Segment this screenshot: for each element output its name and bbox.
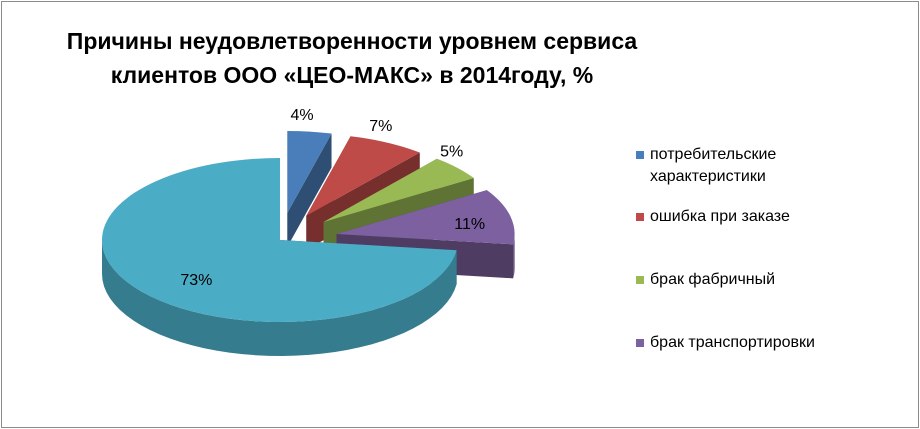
legend-swatch-2: [636, 276, 644, 284]
slice-label-4: 73%: [180, 272, 212, 289]
slice-label-2: 5%: [440, 144, 463, 161]
slice-label-0: 4%: [290, 107, 313, 124]
legend-label-0-0: потребительские: [650, 146, 777, 163]
legend-swatch-1: [636, 213, 644, 221]
legend-label-2-0: брак фабричный: [650, 271, 776, 288]
pie-slice-1: [306, 136, 420, 216]
slice-label-1: 7%: [369, 118, 392, 135]
chart-title-line-1: Причины неудовлетворенности уровнем серв…: [66, 28, 638, 54]
legend-item-1: ошибка при заказе: [636, 206, 916, 228]
legend-item-0: потребительские характеристики: [636, 144, 916, 188]
legend-swatch-0: [636, 151, 644, 159]
legend-item-3: брак транспортировки: [636, 332, 916, 354]
legend-label-1-0: ошибка при заказе: [650, 208, 790, 225]
pie-slice-4: [102, 158, 457, 322]
slice-wall-0: [287, 133, 332, 247]
pie-slice-2: [323, 158, 474, 222]
legend-label-3-0: брак транспортировки: [650, 334, 815, 351]
pie-slice-0: [287, 130, 332, 213]
pie-slice-3: [336, 190, 515, 245]
chart-title: Причины неудовлетворенности уровнем серв…: [42, 24, 662, 92]
chart-title-line-2: клиентов ООО «ЦЕО-МАКС» в 2014году, %: [110, 62, 594, 88]
legend-item-2: брак фабричный: [636, 269, 916, 291]
legend-label-0-1: характеристики: [650, 168, 766, 185]
slice-label-3: 11%: [454, 216, 485, 233]
legend-swatch-3: [636, 339, 644, 347]
slice-side-3: [513, 234, 515, 279]
slice-side-4: [102, 240, 457, 356]
